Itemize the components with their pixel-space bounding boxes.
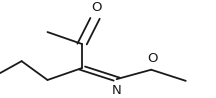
Text: O: O — [147, 52, 157, 65]
Text: N: N — [112, 84, 122, 97]
Text: O: O — [91, 1, 101, 14]
